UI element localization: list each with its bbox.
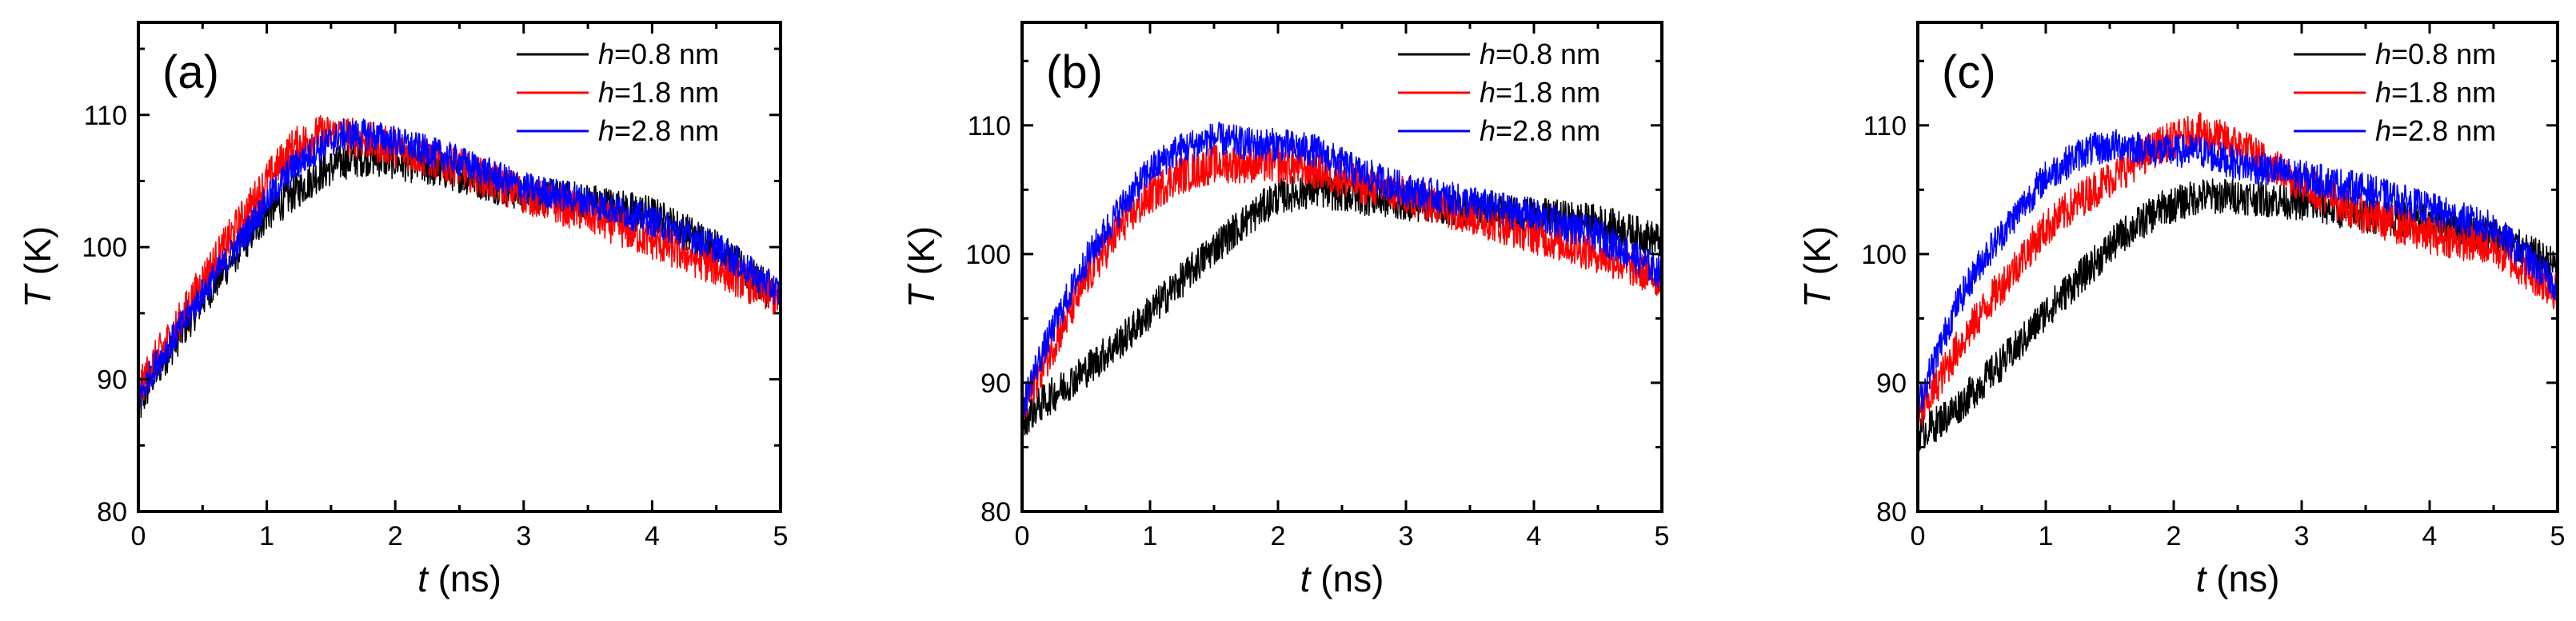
- x-axis-title: t (ns): [2196, 558, 2280, 599]
- x-tick-label: 1: [2039, 521, 2054, 551]
- legend-entry: h=1.8 nm: [598, 76, 719, 109]
- x-axis-title: t (ns): [1300, 558, 1384, 599]
- legend-entry: h=2.8 nm: [598, 114, 719, 147]
- legend-entry: h=0.8 nm: [598, 38, 719, 70]
- panel-label: (c): [1942, 46, 1996, 98]
- series-line-3: [1022, 121, 1662, 419]
- legend-entry: h=0.8 nm: [1480, 38, 1600, 70]
- series-group: [138, 115, 781, 420]
- y-tick-label: 90: [97, 365, 127, 396]
- legend-entry: h=2.8 nm: [1480, 114, 1600, 147]
- legend-entry: h=0.8 nm: [2375, 38, 2496, 70]
- x-axis-title: t (ns): [417, 558, 501, 599]
- legend: h=0.8 nm h=1.8 nm h=2.8 nm: [1398, 38, 1600, 147]
- y-tick-label: 100: [1861, 240, 1907, 270]
- legend: h=0.8 nm h=1.8 nm h=2.8 nm: [517, 38, 719, 147]
- y-tick-label: 110: [968, 111, 1011, 141]
- panel-label: (b): [1046, 46, 1103, 98]
- y-tick-label: 100: [965, 240, 1011, 270]
- x-tick-label: 0: [131, 521, 146, 551]
- x-tick-label: 0: [1911, 521, 1926, 551]
- x-tick-label: 4: [2422, 521, 2438, 551]
- y-tick-label: 80: [980, 497, 1011, 527]
- x-tick-label: 3: [2294, 521, 2310, 551]
- y-tick-label: 90: [1876, 368, 1907, 399]
- y-axis-title: T (K): [17, 226, 58, 308]
- panel-label: (a): [162, 46, 219, 98]
- series-line-2: [1022, 144, 1662, 424]
- series-line-3: [138, 118, 781, 408]
- y-tick-label: 80: [97, 497, 127, 527]
- legend: h=0.8 nm h=1.8 nm h=2.8 nm: [2294, 38, 2496, 147]
- legend-entry: h=2.8 nm: [2375, 114, 2496, 147]
- y-tick-label: 100: [82, 233, 127, 263]
- y-tick-label: 110: [1863, 111, 1907, 141]
- x-tick-label: 4: [1527, 521, 1542, 551]
- x-tick-label: 5: [1655, 521, 1670, 551]
- x-tick-label: 5: [773, 521, 789, 551]
- x-tick-label: 3: [1399, 521, 1414, 551]
- legend-entry: h=1.8 nm: [2375, 76, 2496, 109]
- series-line-3: [1918, 129, 2558, 413]
- y-tick-label: 90: [980, 368, 1011, 399]
- x-tick-label: 2: [2167, 521, 2182, 551]
- series-group: [1918, 112, 2558, 452]
- x-tick-label: 2: [388, 521, 403, 551]
- x-tick-label: 1: [1143, 521, 1158, 551]
- y-axis-title: T (K): [901, 226, 942, 308]
- y-tick-label: 110: [84, 101, 127, 131]
- y-tick-label: 80: [1876, 497, 1907, 527]
- x-tick-label: 5: [2550, 521, 2566, 551]
- x-tick-label: 0: [1015, 521, 1030, 551]
- legend-entry: h=1.8 nm: [1480, 76, 1600, 109]
- x-tick-label: 1: [259, 521, 274, 551]
- y-axis-title: T (K): [1796, 226, 1838, 308]
- x-tick-label: 2: [1271, 521, 1286, 551]
- x-tick-label: 3: [516, 521, 531, 551]
- series-group: [1022, 121, 1662, 436]
- x-tick-label: 4: [645, 521, 660, 551]
